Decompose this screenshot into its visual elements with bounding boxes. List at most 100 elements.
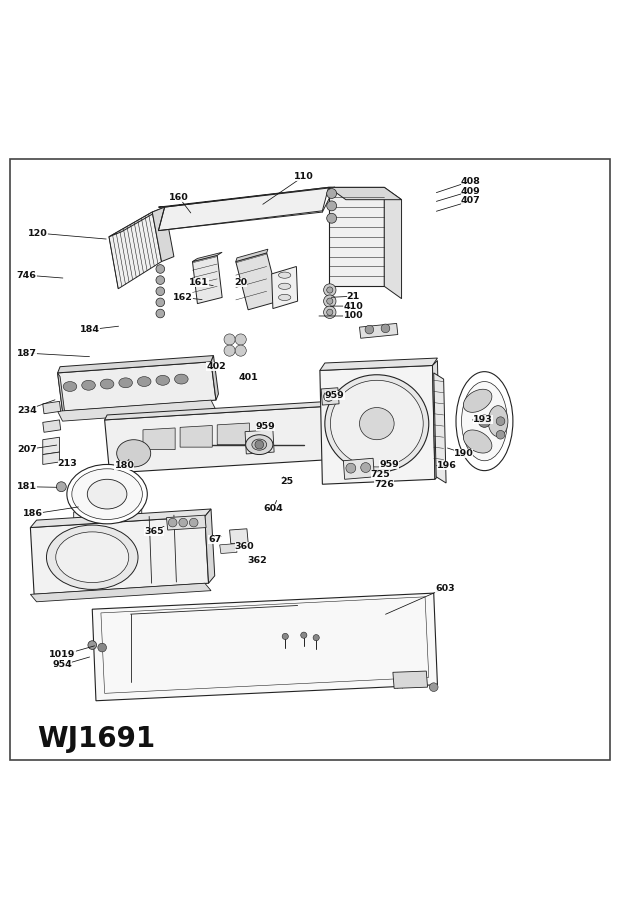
Ellipse shape [463,390,492,413]
Circle shape [327,309,333,315]
Ellipse shape [119,378,133,388]
Text: 1019: 1019 [50,651,76,660]
Text: 725: 725 [371,470,391,479]
Circle shape [156,276,165,285]
Circle shape [169,518,177,527]
Polygon shape [245,430,274,454]
Circle shape [301,632,307,639]
Circle shape [430,683,438,691]
Ellipse shape [46,525,138,589]
Ellipse shape [330,380,423,467]
Circle shape [189,518,198,527]
Polygon shape [433,360,440,480]
Text: 408: 408 [461,176,480,186]
Circle shape [224,345,235,357]
Polygon shape [159,187,335,207]
Text: WJ1691: WJ1691 [38,725,156,753]
Text: 190: 190 [454,448,473,458]
Circle shape [156,287,165,296]
Polygon shape [272,267,298,309]
Text: 234: 234 [17,405,37,414]
Circle shape [224,334,235,345]
Text: 20: 20 [234,278,247,287]
Circle shape [327,201,337,210]
Polygon shape [43,437,60,455]
Circle shape [235,334,246,345]
Circle shape [327,213,337,223]
Text: 401: 401 [238,373,258,382]
Text: 161: 161 [188,278,208,287]
Polygon shape [167,516,206,530]
Ellipse shape [82,380,95,391]
Ellipse shape [156,375,170,385]
Polygon shape [320,366,435,484]
Polygon shape [192,252,222,262]
Ellipse shape [72,469,143,519]
Polygon shape [74,504,142,541]
Circle shape [179,518,187,527]
Text: 186: 186 [23,509,43,518]
Text: 410: 410 [343,301,363,311]
Circle shape [324,391,334,402]
Text: 726: 726 [374,480,394,489]
Ellipse shape [67,464,148,524]
Text: 360: 360 [234,541,254,550]
Circle shape [365,325,374,334]
Circle shape [327,298,333,304]
Text: 603: 603 [435,584,454,593]
Circle shape [324,295,336,307]
Polygon shape [329,187,384,287]
Polygon shape [109,207,165,237]
Circle shape [88,641,97,650]
Polygon shape [30,584,211,602]
Circle shape [496,417,505,425]
Ellipse shape [360,407,394,439]
Polygon shape [58,362,216,411]
Text: 181: 181 [17,482,37,492]
Circle shape [255,440,264,449]
Ellipse shape [461,381,507,460]
Text: 954: 954 [53,661,73,669]
Polygon shape [153,207,174,262]
Circle shape [496,430,505,439]
Ellipse shape [56,532,129,583]
Circle shape [346,463,356,473]
Polygon shape [43,452,60,464]
Text: 213: 213 [58,459,78,468]
Circle shape [327,188,337,199]
Polygon shape [92,593,438,701]
Ellipse shape [174,374,188,384]
Circle shape [381,324,390,333]
Circle shape [327,287,333,293]
Text: 180: 180 [115,461,135,471]
Polygon shape [211,356,218,400]
Polygon shape [434,373,446,483]
Text: 21: 21 [347,291,360,301]
Text: 959: 959 [325,391,345,400]
Circle shape [282,633,288,640]
Polygon shape [159,187,329,231]
Polygon shape [58,356,213,373]
Circle shape [324,306,336,319]
Polygon shape [343,459,374,480]
Text: 187: 187 [17,348,37,357]
Text: 409: 409 [461,187,480,196]
Ellipse shape [252,439,267,450]
Text: 959: 959 [379,460,399,469]
Polygon shape [219,544,237,553]
Text: 67: 67 [208,536,221,544]
Text: 604: 604 [263,505,283,514]
Circle shape [56,482,66,492]
Text: 365: 365 [144,527,164,536]
Polygon shape [105,400,350,420]
Circle shape [478,415,490,427]
Polygon shape [43,402,61,414]
Circle shape [156,265,165,273]
Polygon shape [180,425,212,448]
Polygon shape [58,373,65,415]
Polygon shape [30,509,211,528]
Polygon shape [105,405,352,473]
Polygon shape [192,255,222,303]
Text: 193: 193 [473,415,493,425]
Polygon shape [384,187,402,299]
